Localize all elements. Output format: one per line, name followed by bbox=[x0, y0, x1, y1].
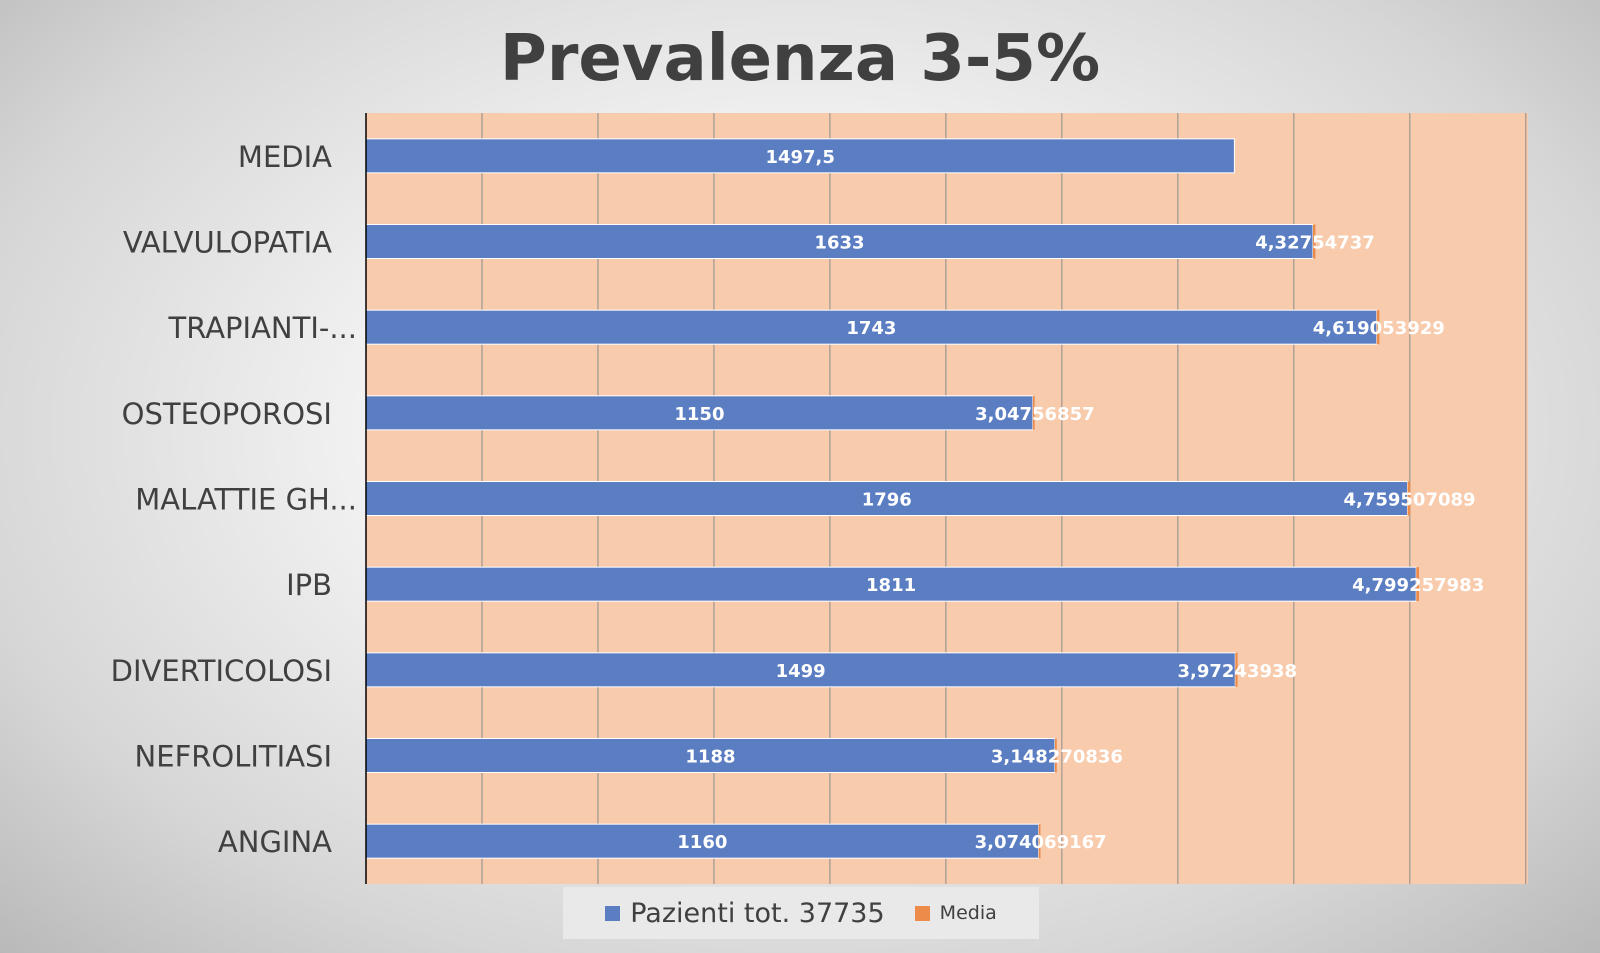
data-label-media: 3,074069167 bbox=[975, 832, 1107, 853]
category-label: VALVULOPATIA bbox=[123, 226, 332, 260]
data-label-pazienti: 1796 bbox=[862, 490, 912, 511]
data-label-media: 4,799257983 bbox=[1352, 575, 1484, 596]
bar-media bbox=[1312, 224, 1316, 259]
category-label: DIVERTICOLOSI bbox=[111, 654, 332, 688]
data-label-media: 4,32754737 bbox=[1255, 233, 1375, 254]
bar-media bbox=[1416, 567, 1419, 602]
data-label-media: 3,148270836 bbox=[991, 747, 1123, 768]
data-label-pazienti: 1497,5 bbox=[765, 147, 834, 168]
bar-media bbox=[1032, 395, 1035, 430]
data-label-pazienti: 1811 bbox=[866, 575, 916, 596]
chart-title: Prevalenza 3-5% bbox=[499, 22, 1101, 96]
legend-label-media: Media bbox=[939, 902, 997, 924]
legend-swatch-pazienti bbox=[605, 905, 621, 921]
bar-media bbox=[1038, 824, 1041, 859]
category-label: OSTEOPOROSI bbox=[122, 397, 332, 431]
bar-media bbox=[1407, 481, 1411, 516]
bar-pazienti bbox=[365, 395, 1034, 431]
bar-pazienti bbox=[365, 224, 1314, 259]
data-labels: 1160 3,074069167 1188 3,148270836 1499 3,9724… bbox=[674, 147, 1484, 853]
bars bbox=[365, 138, 1419, 859]
data-label-pazienti: 1743 bbox=[846, 318, 896, 339]
data-label-pazienti: 1160 bbox=[677, 832, 727, 853]
data-label-media: 4,759507089 bbox=[1343, 490, 1475, 511]
legend-swatch-media bbox=[914, 905, 930, 921]
bar-pazienti bbox=[365, 652, 1236, 688]
category-label: MEDIA bbox=[238, 140, 332, 174]
bar-media bbox=[1235, 652, 1238, 687]
legend-item-pazienti: Pazienti tot. 37735 bbox=[605, 897, 885, 929]
data-label-media: 3,04756857 bbox=[975, 404, 1095, 425]
bar-media bbox=[1054, 738, 1057, 773]
category-label: MALATTIE GH... bbox=[135, 483, 357, 517]
bar-pazienti bbox=[365, 823, 1040, 859]
data-label-pazienti: 1150 bbox=[674, 404, 724, 425]
data-label-pazienti: 1188 bbox=[685, 747, 735, 768]
data-label-pazienti: 1499 bbox=[776, 661, 826, 682]
data-label-pazienti: 1633 bbox=[814, 233, 864, 254]
legend-label-pazienti: Pazienti tot. 37735 bbox=[630, 897, 885, 929]
data-label-media: 3,97243938 bbox=[1177, 661, 1297, 682]
category-label: NEFROLITIASI bbox=[135, 740, 332, 774]
legend: Pazienti tot. 37735 Media bbox=[563, 887, 1039, 939]
category-label: TRAPIANTI-... bbox=[168, 311, 358, 345]
data-label-media: 4,619053929 bbox=[1313, 318, 1445, 339]
category-label: ANGINA bbox=[218, 825, 332, 859]
bar-pazienti bbox=[365, 138, 1235, 174]
legend-item-media: Media bbox=[914, 902, 997, 924]
bar-pazienti bbox=[365, 309, 1378, 345]
bar-media bbox=[1376, 310, 1380, 345]
category-label: IPB bbox=[286, 568, 332, 602]
category-labels: ANGINA NEFROLITIASI DIVERTICOLOSI IPB MALATT… bbox=[111, 140, 357, 859]
bar-pazienti bbox=[365, 738, 1056, 773]
